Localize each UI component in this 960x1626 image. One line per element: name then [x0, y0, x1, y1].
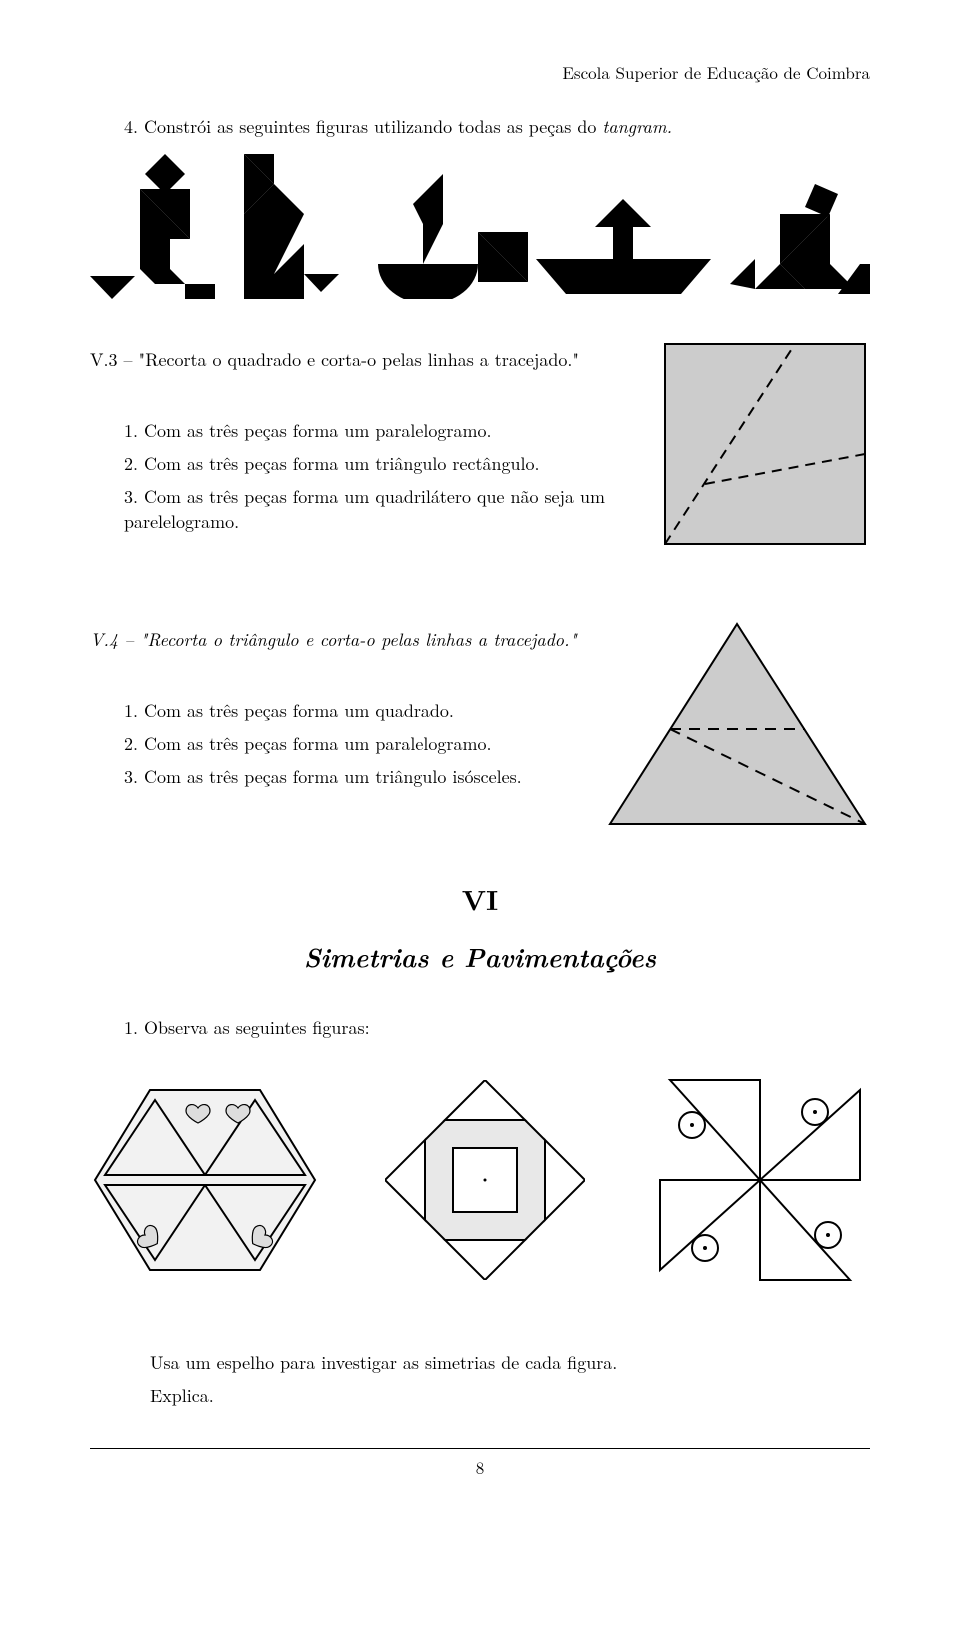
v3-item-3: 3. Com as três peças forma um quadriláte…	[90, 484, 640, 534]
q4-text: Constrói as seguintes figuras utilizando…	[144, 114, 602, 139]
v4-heading: V.4 – "Recorta o triângulo e corta-o pel…	[90, 627, 585, 652]
v3-item-1: 1. Com as três peças forma um paralelogr…	[90, 418, 640, 443]
tangram-swan	[378, 174, 528, 299]
v3-item-2: 2. Com as três peças forma um triângulo …	[90, 451, 640, 476]
v4-block: V.4 – "Recorta o triângulo e corta-o pel…	[90, 619, 870, 829]
section-6-q1: 1. Observa as seguintes figuras:	[90, 1015, 870, 1040]
symmetry-hexagon	[90, 1080, 320, 1280]
page-header: Escola Superior de Educação de Coimbra	[90, 60, 870, 84]
tangram-cat	[244, 154, 369, 299]
tangram-figures	[90, 159, 870, 299]
tangram-boat	[536, 199, 711, 299]
page-number: 8	[90, 1455, 870, 1479]
v4-item-3: 3. Com as três peças forma um triângulo …	[90, 764, 585, 789]
v3-square-diagram	[660, 339, 870, 549]
section-6-instr2: Explica.	[90, 1383, 870, 1408]
q4-num: 4.	[124, 114, 138, 139]
q4-italic: tangram.	[602, 114, 672, 139]
section-6-instr1: Usa um espelho para investigar as simetr…	[90, 1350, 870, 1375]
question-4: 4. Constrói as seguintes figuras utiliza…	[90, 114, 870, 139]
v4-item-2: 2. Com as três peças forma um paralelogr…	[90, 731, 585, 756]
section-6-title: Simetrias e Pavimentações	[90, 937, 870, 975]
symmetry-pinwheel	[650, 1070, 870, 1290]
footer-rule	[90, 1448, 870, 1449]
symmetry-star-square	[385, 1080, 585, 1280]
v4-triangle-diagram	[605, 619, 870, 829]
v4-item-1: 1. Com as três peças forma um quadrado.	[90, 698, 585, 723]
symmetry-figures	[90, 1070, 870, 1290]
v3-block: V.3 – "Recorta o quadrado e corta-o pela…	[90, 339, 870, 549]
v3-heading: V.3 – "Recorta o quadrado e corta-o pela…	[90, 347, 640, 372]
tangram-reclining	[720, 184, 870, 299]
section-6-roman: VI	[90, 879, 870, 919]
tangram-runner	[90, 154, 235, 299]
